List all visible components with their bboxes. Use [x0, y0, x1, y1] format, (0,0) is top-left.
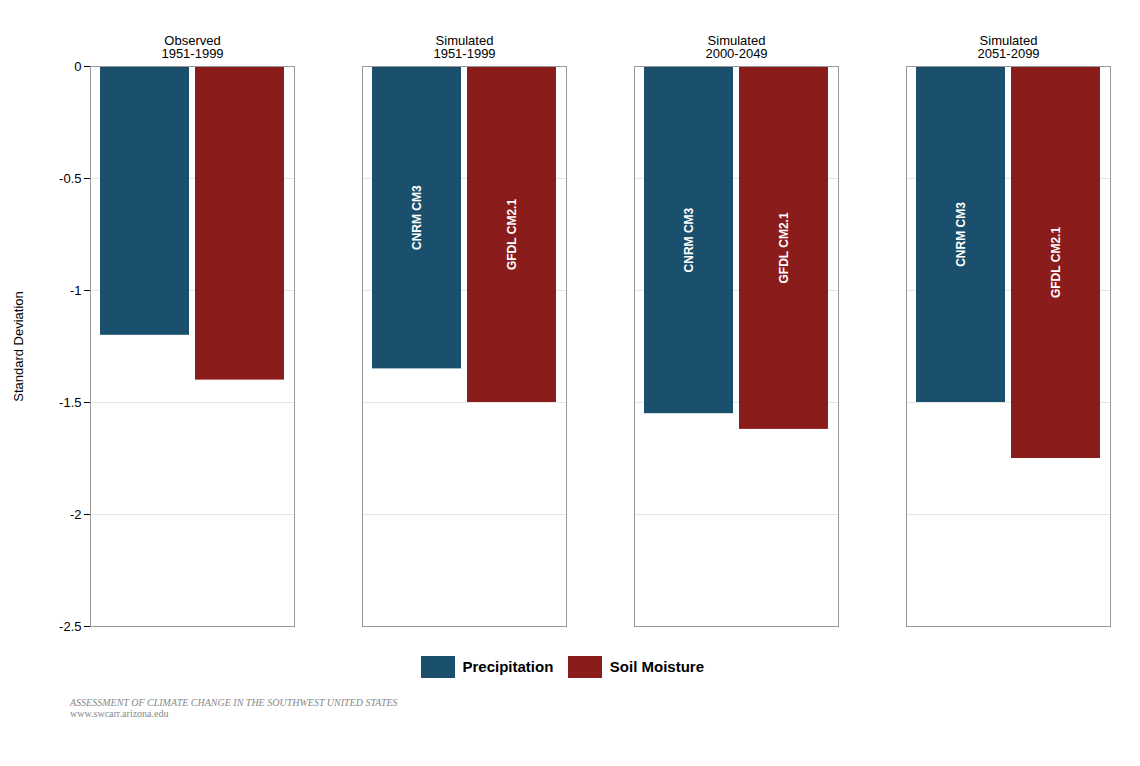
svg-text:0: 0 [74, 59, 81, 74]
html-text:ASSESSMENT OF CLIMATE CHANGE I: ASSESSMENT OF CLIMATE CHANGE IN THE SOUT… [70, 696, 398, 708]
svg-text:-2.5: -2.5 [59, 619, 81, 634]
svg-text:CNRM CM3: CNRM CM3 [682, 207, 696, 272]
svg-text:-2: -2 [70, 507, 82, 522]
svg-text:CNRM CM3: CNRM CM3 [410, 185, 424, 250]
svg-text:CNRM CM3: CNRM CM3 [954, 202, 968, 267]
html-text:www.swcarr.arizona.edu: www.swcarr.arizona.edu [70, 707, 169, 719]
svg-text:-0.5: -0.5 [59, 171, 81, 186]
svg-text:-1: -1 [70, 283, 82, 298]
svg-text:GFDL CM2.1: GFDL CM2.1 [777, 212, 791, 283]
svg-text:Observed1951-1999: Observed1951-1999 [161, 33, 223, 61]
svg-text:GFDL CM2.1: GFDL CM2.1 [1049, 227, 1063, 298]
svg-text:Simulated1951-1999: Simulated1951-1999 [433, 33, 495, 61]
svg-text:GFDL CM2.1: GFDL CM2.1 [505, 199, 519, 270]
svg-text:-1.5: -1.5 [59, 395, 81, 410]
html-text:Soil Moisture: Soil Moisture [609, 658, 704, 675]
svg-text:Standard Deviation: Standard Deviation [11, 291, 26, 402]
html-text:Precipitation: Precipitation [462, 658, 554, 675]
svg-text:Simulated2051-2099: Simulated2051-2099 [977, 33, 1039, 61]
svg-text:Simulated2000-2049: Simulated2000-2049 [705, 33, 767, 61]
